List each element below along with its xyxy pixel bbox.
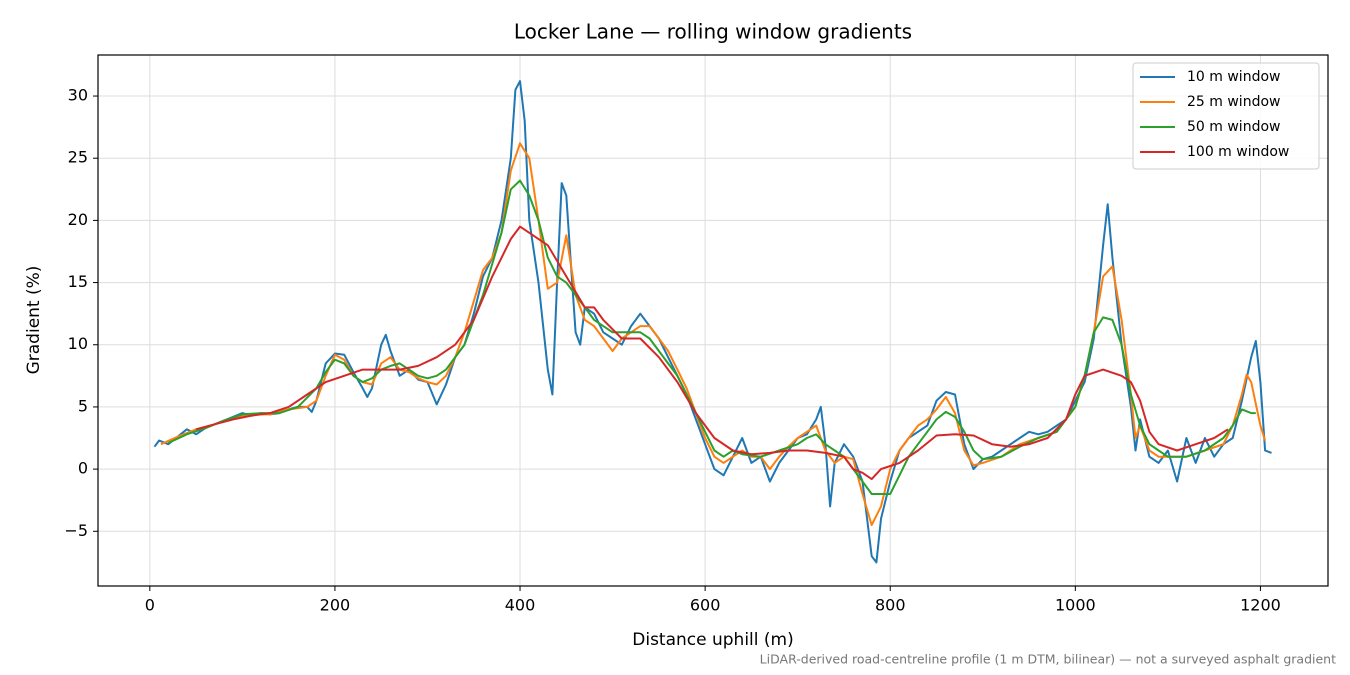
grid-layer	[98, 55, 1328, 586]
y-tick-label: 0	[78, 459, 88, 478]
series-line	[167, 179, 1256, 495]
x-tick-label: 400	[505, 596, 536, 615]
x-tick-label: 1200	[1240, 596, 1281, 615]
y-tick-label: 10	[68, 334, 88, 353]
y-axis-label: Gradient (%)	[24, 266, 44, 375]
legend-label: 10 m window	[1187, 69, 1280, 85]
y-tick-label: 30	[68, 86, 88, 105]
plot-frame	[97, 54, 1329, 587]
footnote: LiDAR-derived road-centreline profile (1…	[760, 652, 1336, 667]
chart-title: Locker Lane — rolling window gradients	[514, 20, 912, 44]
x-axis-label: Distance uphill (m)	[632, 630, 793, 650]
legend-label: 50 m window	[1187, 119, 1280, 135]
y-tick-label: 5	[78, 396, 88, 415]
y-tick-label: −5	[64, 521, 88, 540]
x-tick-label: 0	[145, 596, 155, 615]
y-tick-label: 20	[68, 210, 88, 229]
series-line	[153, 80, 1272, 564]
legend-label: 25 m window	[1187, 94, 1280, 110]
legend: 10 m window 25 m window 50 m window 100 m w…	[1132, 62, 1320, 170]
plot-layer	[153, 80, 1272, 564]
x-tick-label: 600	[690, 596, 721, 615]
x-tick-label: 800	[875, 596, 906, 615]
series-line	[195, 225, 1229, 481]
x-tick-label: 1000	[1055, 596, 1096, 615]
legend-label: 100 m window	[1187, 144, 1289, 160]
y-tick-label: 25	[68, 148, 88, 167]
legend-box	[1132, 62, 1320, 170]
series-line	[160, 142, 1267, 527]
x-tick-label: 200	[320, 596, 351, 615]
y-tick-label: 15	[68, 272, 88, 291]
